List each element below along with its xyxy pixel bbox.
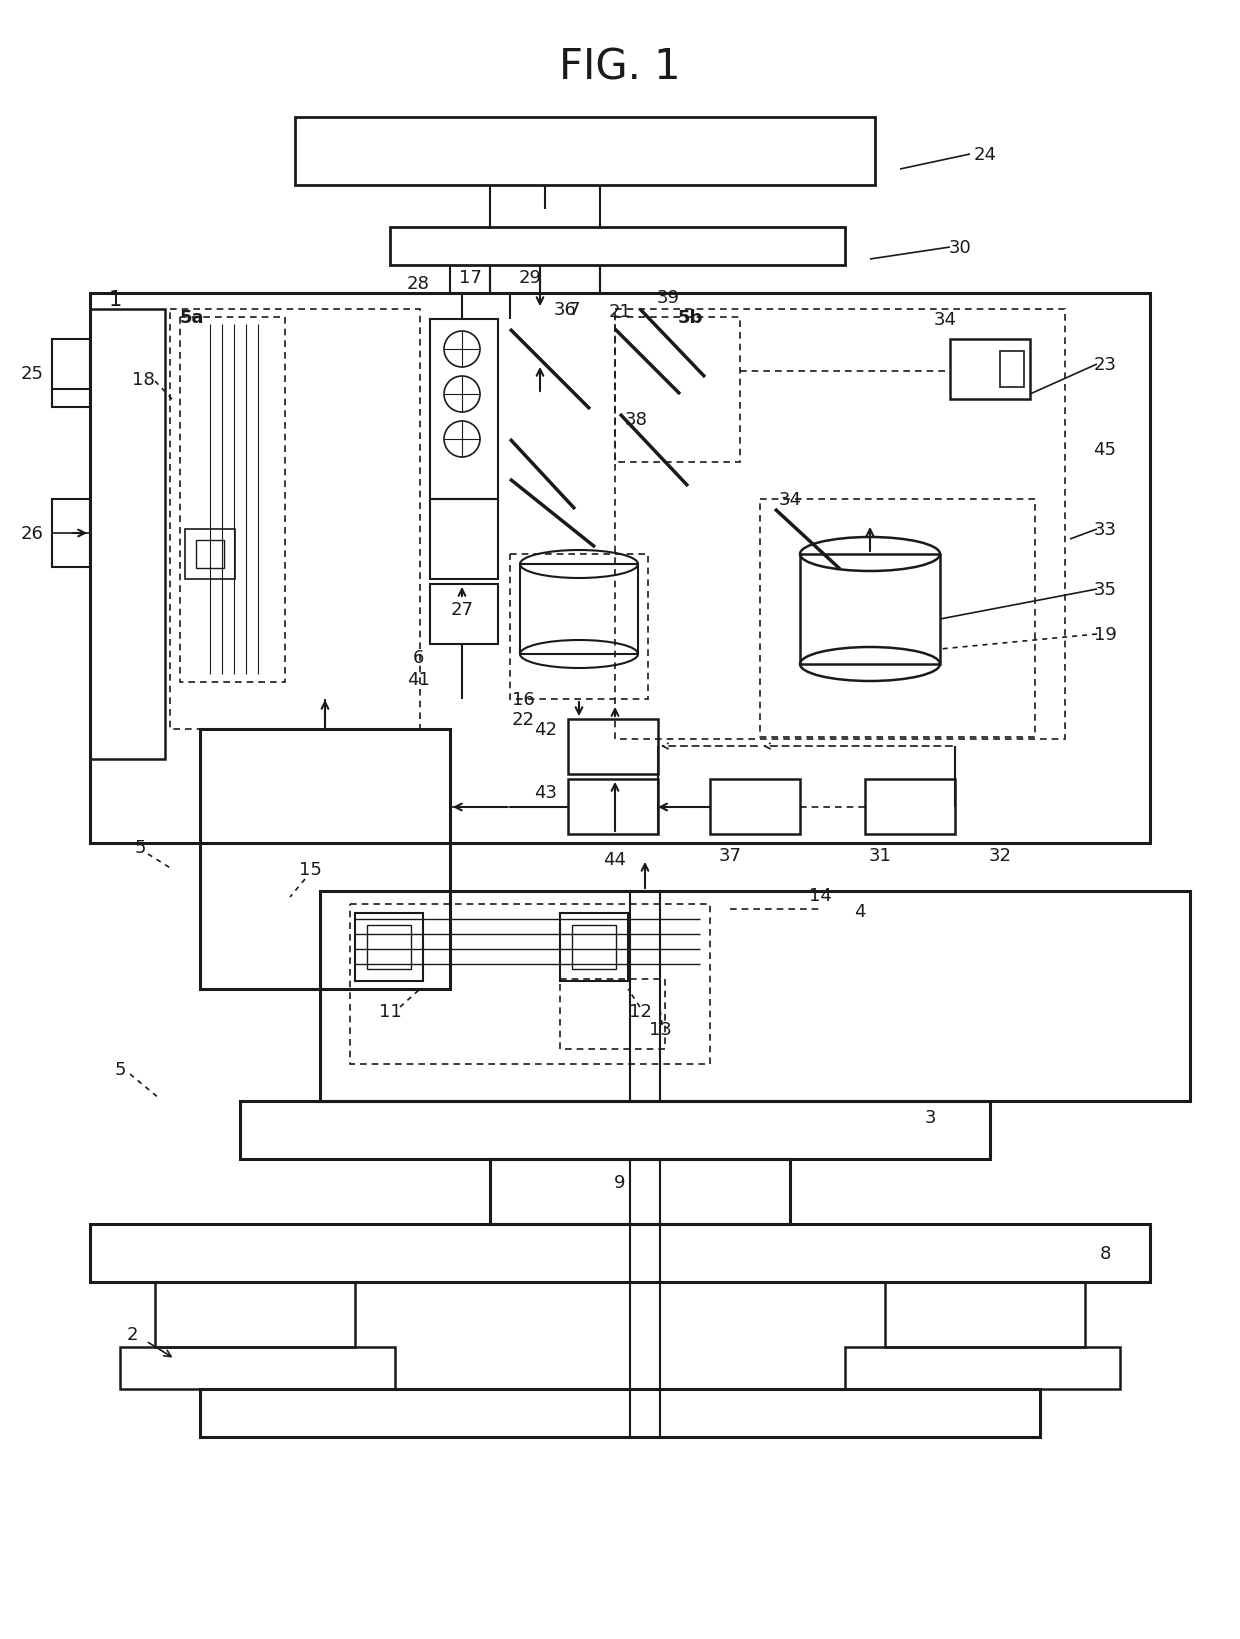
Bar bbox=[120, 1347, 396, 1390]
Bar bbox=[350, 905, 711, 1064]
Text: 38: 38 bbox=[625, 411, 647, 429]
Bar bbox=[490, 1159, 790, 1224]
Text: 33: 33 bbox=[1094, 521, 1116, 539]
Text: 21: 21 bbox=[609, 303, 631, 321]
Text: 22: 22 bbox=[511, 711, 534, 729]
Text: 5a: 5a bbox=[180, 308, 205, 326]
Bar bbox=[800, 554, 940, 664]
Bar bbox=[52, 339, 91, 408]
Bar bbox=[572, 926, 616, 969]
Bar bbox=[430, 585, 498, 644]
Text: 27: 27 bbox=[450, 600, 474, 618]
Bar bbox=[91, 293, 1149, 844]
Text: 2: 2 bbox=[126, 1326, 138, 1344]
Bar bbox=[568, 720, 658, 775]
Bar bbox=[241, 1101, 990, 1159]
Text: 45: 45 bbox=[1094, 441, 1116, 459]
Text: 12: 12 bbox=[629, 1003, 651, 1021]
Text: 6: 6 bbox=[413, 649, 424, 667]
Text: 15: 15 bbox=[299, 860, 321, 879]
Bar bbox=[560, 913, 627, 982]
Bar bbox=[295, 118, 875, 185]
Text: 39: 39 bbox=[656, 288, 680, 306]
Bar bbox=[391, 228, 844, 266]
Text: 13: 13 bbox=[649, 1021, 671, 1039]
Text: 4: 4 bbox=[854, 903, 866, 921]
Text: 30: 30 bbox=[949, 239, 971, 257]
Text: 32: 32 bbox=[988, 846, 1012, 864]
Bar bbox=[615, 318, 740, 462]
Bar bbox=[200, 729, 450, 990]
Bar bbox=[510, 554, 649, 700]
Text: 19: 19 bbox=[1094, 626, 1116, 644]
Text: 24: 24 bbox=[973, 146, 997, 164]
Text: 1: 1 bbox=[108, 290, 122, 310]
Bar bbox=[180, 318, 285, 682]
Bar bbox=[520, 565, 639, 654]
Bar bbox=[866, 780, 955, 834]
Text: 5b: 5b bbox=[677, 308, 703, 326]
Text: 9: 9 bbox=[614, 1174, 626, 1192]
Text: 3: 3 bbox=[924, 1108, 936, 1126]
Text: 42: 42 bbox=[534, 721, 558, 739]
Text: 36: 36 bbox=[553, 302, 577, 320]
Text: FIG. 1: FIG. 1 bbox=[559, 48, 681, 89]
Text: 31: 31 bbox=[868, 846, 892, 864]
Bar bbox=[170, 310, 420, 729]
Bar bbox=[615, 310, 1065, 739]
Text: 14: 14 bbox=[808, 887, 832, 905]
Text: 23: 23 bbox=[1094, 356, 1116, 374]
Bar bbox=[52, 500, 91, 567]
Text: 29: 29 bbox=[518, 269, 542, 287]
Bar bbox=[320, 892, 1190, 1101]
Text: 7: 7 bbox=[568, 302, 580, 320]
Text: 25: 25 bbox=[21, 365, 43, 384]
Bar bbox=[367, 926, 410, 969]
Text: 26: 26 bbox=[21, 524, 43, 543]
Text: 35: 35 bbox=[1094, 580, 1116, 598]
Text: 41: 41 bbox=[407, 670, 429, 688]
Text: 17: 17 bbox=[459, 269, 481, 287]
Text: 11: 11 bbox=[378, 1003, 402, 1021]
Bar bbox=[711, 780, 800, 834]
Text: 37: 37 bbox=[718, 846, 742, 864]
Bar bbox=[185, 529, 236, 580]
Text: 34: 34 bbox=[779, 490, 801, 508]
Text: 34: 34 bbox=[934, 311, 956, 329]
Bar bbox=[355, 913, 423, 982]
Bar bbox=[950, 339, 1030, 400]
Text: 44: 44 bbox=[604, 851, 626, 869]
Text: 5: 5 bbox=[134, 839, 146, 857]
Bar bbox=[155, 1282, 355, 1347]
Bar bbox=[560, 980, 665, 1049]
Bar bbox=[568, 780, 658, 834]
Text: 28: 28 bbox=[407, 275, 429, 293]
Bar bbox=[91, 310, 165, 759]
Bar bbox=[91, 1224, 1149, 1282]
Bar bbox=[885, 1282, 1085, 1347]
Bar bbox=[200, 1390, 1040, 1437]
Text: 18: 18 bbox=[131, 370, 154, 388]
Bar bbox=[430, 320, 498, 500]
Bar bbox=[760, 500, 1035, 738]
Text: 43: 43 bbox=[534, 783, 558, 801]
Bar bbox=[999, 352, 1024, 388]
Bar bbox=[196, 541, 224, 569]
Text: 5: 5 bbox=[114, 1060, 125, 1078]
Text: 8: 8 bbox=[1100, 1244, 1111, 1262]
Bar bbox=[430, 500, 498, 580]
Text: 16: 16 bbox=[512, 690, 534, 708]
Bar bbox=[844, 1347, 1120, 1390]
